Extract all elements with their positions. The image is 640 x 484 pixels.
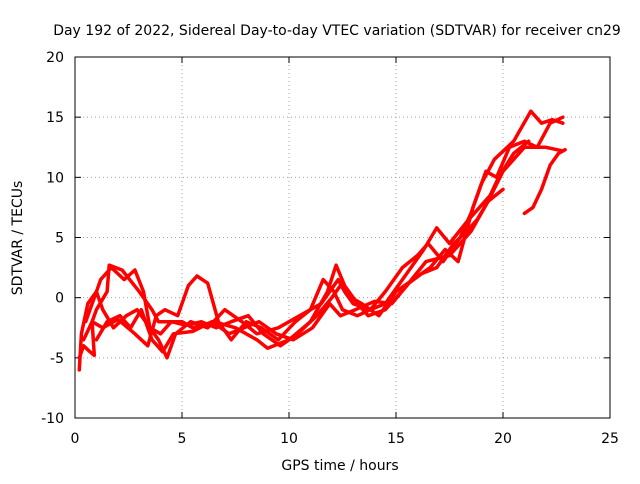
y-tick-label: -5 (50, 351, 64, 367)
x-tick-label: 25 (601, 431, 619, 447)
x-tick-label: 0 (71, 431, 80, 447)
x-tick-label: 5 (178, 431, 187, 447)
y-axis-label: SDTVAR / TECUs (10, 181, 26, 296)
y-tick-label: 20 (46, 50, 64, 66)
y-tick-label: -10 (41, 411, 64, 427)
series-sat-a (77, 145, 565, 360)
x-tick-label: 15 (387, 431, 405, 447)
x-tick-label: 20 (494, 431, 512, 447)
y-tick-label: 10 (46, 170, 64, 186)
series-sat-d (83, 115, 565, 348)
y-tick-label: 5 (55, 231, 64, 247)
series-sat-e (94, 187, 505, 354)
chart-title: Day 192 of 2022, Sidereal Day-to-day VTE… (53, 23, 621, 39)
x-tick-label: 10 (280, 431, 298, 447)
series-group (77, 109, 567, 372)
series-sat-f (522, 147, 567, 216)
y-tick-label: 0 (55, 291, 64, 307)
grid (75, 57, 610, 418)
y-tick-label: 15 (46, 110, 64, 126)
x-axis-label: GPS time / hours (281, 458, 398, 474)
axis-ticks: 0 5 10 15 20 25 -10 -5 0 5 10 15 20 (41, 50, 619, 447)
